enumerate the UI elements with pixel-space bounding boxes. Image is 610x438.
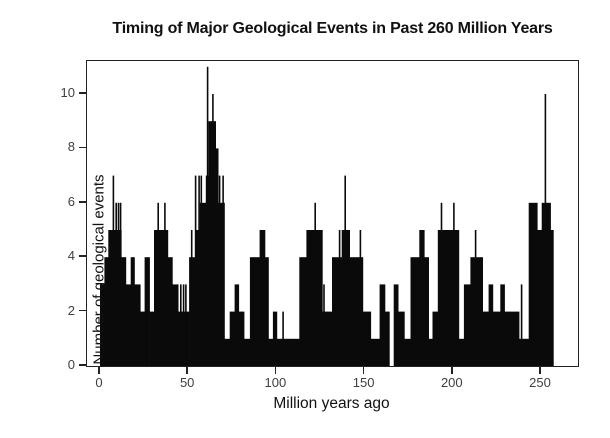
histogram-bar	[167, 257, 173, 366]
histogram-bar	[104, 257, 109, 366]
y-tick-label: 2	[67, 302, 75, 318]
histogram-bar	[470, 257, 483, 366]
histogram-bar	[370, 338, 380, 366]
histogram-bar	[384, 311, 390, 366]
y-tick-mark	[79, 364, 86, 366]
histogram-bar	[276, 338, 300, 366]
histogram-bar	[541, 202, 551, 366]
x-tick-mark	[451, 366, 453, 374]
x-tick-mark	[539, 366, 541, 374]
histogram-bar	[272, 311, 278, 366]
histogram-bar	[130, 257, 135, 366]
histogram-bar	[341, 230, 350, 366]
histogram-bar	[458, 338, 465, 366]
histogram-bar	[550, 230, 554, 366]
histogram-bar	[100, 284, 105, 366]
chart-title: Timing of Major Geological Events in Pas…	[112, 20, 553, 37]
x-tick-label: 200	[440, 375, 463, 390]
histogram-bar	[140, 311, 145, 366]
x-tick-mark	[274, 366, 277, 374]
histogram-bar	[154, 230, 169, 366]
histogram-bar	[108, 230, 122, 366]
histogram-bar	[398, 311, 405, 366]
histogram-bar	[208, 121, 216, 366]
histogram-bar	[249, 257, 260, 366]
x-tick-mark	[186, 366, 188, 374]
histogram-bar	[268, 338, 274, 366]
x-tick-mark	[362, 366, 365, 374]
y-tick-label: 10	[60, 85, 75, 100]
histogram-bar	[218, 202, 225, 366]
histogram-bar	[349, 257, 364, 366]
histogram-bar	[437, 230, 460, 366]
histogram-bar	[238, 311, 245, 366]
y-tick-label: 8	[67, 139, 75, 155]
histogram-bar	[528, 202, 538, 366]
histogram-bar	[432, 311, 439, 366]
y-tick-mark	[79, 146, 86, 149]
plot-area: Number of geological events	[86, 60, 579, 367]
histogram-bar	[322, 311, 333, 366]
x-tick-label: 50	[179, 375, 195, 390]
x-tick-label: 150	[352, 375, 375, 390]
histogram-bar	[125, 284, 132, 366]
x-tick-label: 100	[264, 375, 287, 390]
histogram-bar	[482, 311, 489, 366]
x-tick-mark	[98, 366, 100, 374]
histogram-bar	[224, 338, 231, 366]
histogram-bar	[259, 230, 266, 366]
histogram-bar	[134, 284, 141, 366]
y-tick-mark	[79, 255, 86, 257]
histogram-bar	[149, 311, 155, 366]
histogram-bar	[172, 284, 179, 366]
histogram-bar	[205, 175, 209, 366]
histogram-bar	[488, 284, 494, 366]
histogram-bar	[419, 230, 425, 366]
histogram-bar	[243, 338, 251, 366]
histogram-bar	[264, 257, 269, 366]
histogram-bar	[404, 338, 411, 366]
histogram-bar	[492, 311, 501, 366]
histogram-bar	[537, 230, 543, 366]
histogram-bar	[229, 311, 235, 366]
histogram-bar	[424, 257, 429, 366]
y-tick-mark	[79, 92, 86, 94]
histogram-bar	[428, 338, 433, 366]
histogram-canvas	[100, 66, 554, 366]
histogram-bar	[178, 311, 190, 366]
x-tick-label: 250	[529, 375, 551, 390]
event-spike	[520, 284, 523, 366]
y-tick-mark	[79, 309, 86, 312]
y-tick-label: 0	[67, 357, 75, 372]
histogram-bar	[299, 257, 307, 366]
y-tick-mark	[79, 201, 86, 203]
histogram-bar	[518, 338, 529, 366]
histogram-bar	[306, 230, 323, 366]
histogram-bar	[195, 230, 201, 366]
histogram-bar	[234, 284, 240, 366]
histogram-bar	[332, 257, 343, 366]
histogram-bar	[463, 284, 471, 366]
x-tick-label: 0	[95, 375, 103, 390]
histogram-bar	[199, 202, 207, 366]
histogram-bar	[393, 284, 399, 366]
histogram-bar	[362, 311, 372, 366]
histogram-bar	[504, 311, 520, 366]
histogram-bar	[410, 257, 420, 366]
histogram-bar	[121, 257, 127, 366]
histogram-bar	[379, 284, 386, 366]
histogram-bar	[500, 284, 505, 366]
histogram-bar	[189, 257, 196, 366]
x-axis-label: Million years ago	[273, 395, 390, 412]
histogram-bar	[215, 148, 219, 366]
y-tick-label: 6	[67, 193, 75, 209]
y-tick-label: 4	[67, 248, 75, 264]
histogram-bar	[144, 257, 150, 366]
